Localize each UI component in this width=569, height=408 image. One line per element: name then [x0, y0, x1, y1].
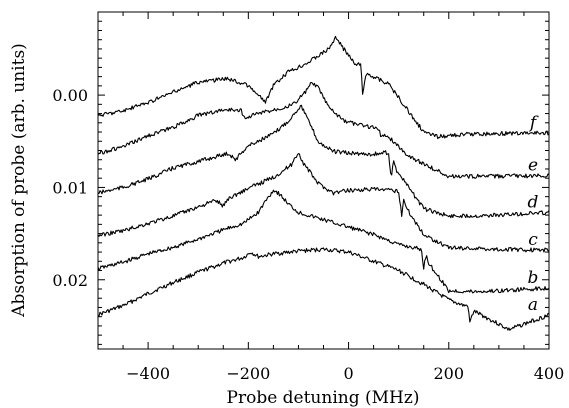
- trace-label-a: a: [528, 295, 538, 315]
- x-tick-label: 200: [434, 364, 465, 383]
- x-axis-title: Probe detuning (MHz): [227, 388, 420, 408]
- x-axis-ticks: −400 −200 0 200 400: [97, 12, 565, 383]
- trace-c: [97, 153, 550, 253]
- trace-label-b: b: [528, 268, 539, 288]
- trace-b: [97, 189, 550, 294]
- trace-label-e: e: [528, 155, 538, 175]
- y-tick-label: 0.00: [52, 86, 88, 105]
- x-tick-label: −400: [126, 364, 170, 383]
- y-tick-label: 0.01: [52, 178, 88, 197]
- y-tick-label: 0.02: [52, 271, 88, 290]
- trace-label-f: f: [528, 113, 539, 133]
- trace-e: [97, 81, 550, 179]
- trace-d: [98, 104, 550, 219]
- y-axis-ticks: 0.00 0.01 0.02: [52, 20, 549, 345]
- x-tick-label: 400: [534, 364, 565, 383]
- y-axis-title: Absorption of probe (arb. units): [9, 43, 29, 318]
- trace-label-c: c: [528, 230, 538, 250]
- plot-frame: [97, 11, 550, 350]
- trace-a: [97, 247, 550, 331]
- x-tick-label: −200: [226, 364, 270, 383]
- trace-f: [97, 35, 550, 140]
- trace-label-d: d: [528, 192, 539, 212]
- x-tick-label: 0: [343, 364, 353, 383]
